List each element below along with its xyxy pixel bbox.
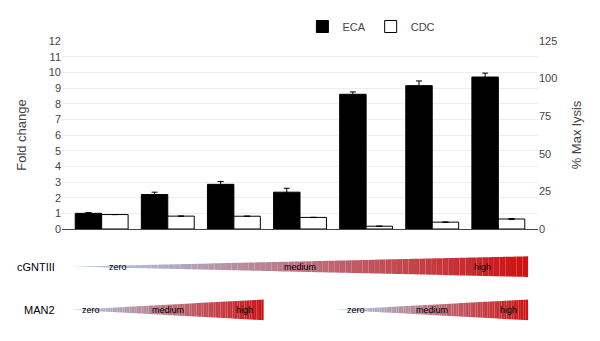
svg-text:4: 4 bbox=[55, 160, 61, 172]
svg-text:medium: medium bbox=[152, 305, 184, 315]
svg-text:ECA: ECA bbox=[342, 21, 365, 33]
svg-text:zero: zero bbox=[347, 305, 365, 315]
svg-text:9: 9 bbox=[55, 82, 61, 94]
svg-text:medium: medium bbox=[416, 305, 448, 315]
svg-text:zero: zero bbox=[109, 262, 127, 272]
svg-text:11: 11 bbox=[50, 51, 61, 63]
svg-text:25: 25 bbox=[539, 185, 551, 197]
svg-text:0: 0 bbox=[539, 223, 545, 235]
svg-text:7: 7 bbox=[55, 113, 61, 125]
svg-text:10: 10 bbox=[49, 66, 61, 78]
svg-text:high: high bbox=[500, 305, 517, 315]
svg-text:3: 3 bbox=[55, 176, 61, 188]
svg-text:125: 125 bbox=[539, 35, 557, 47]
svg-text:12: 12 bbox=[49, 35, 61, 47]
svg-text:zero: zero bbox=[82, 305, 100, 315]
svg-text:100: 100 bbox=[539, 72, 557, 84]
svg-text:5: 5 bbox=[55, 145, 61, 157]
svg-text:% Max lysis: % Max lysis bbox=[569, 100, 584, 169]
svg-text:1: 1 bbox=[55, 207, 61, 219]
svg-text:MAN2: MAN2 bbox=[24, 304, 55, 316]
svg-text:CDC: CDC bbox=[411, 21, 435, 33]
svg-text:6: 6 bbox=[55, 129, 61, 141]
svg-text:cGNTIII: cGNTIII bbox=[17, 261, 55, 273]
svg-text:0: 0 bbox=[55, 223, 61, 235]
svg-text:high: high bbox=[236, 305, 253, 315]
svg-text:75: 75 bbox=[539, 110, 551, 122]
svg-text:medium: medium bbox=[284, 262, 316, 272]
svg-text:8: 8 bbox=[55, 98, 61, 110]
svg-text:50: 50 bbox=[539, 148, 551, 160]
svg-text:2: 2 bbox=[55, 192, 61, 204]
svg-text:high: high bbox=[474, 262, 491, 272]
svg-text:Fold change: Fold change bbox=[14, 99, 29, 171]
